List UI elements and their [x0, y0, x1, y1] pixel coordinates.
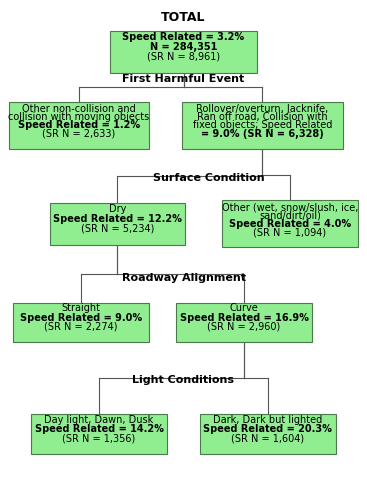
FancyBboxPatch shape: [176, 303, 312, 342]
FancyBboxPatch shape: [182, 102, 343, 149]
Text: Straight: Straight: [61, 304, 100, 313]
Text: (SR N = 5,234): (SR N = 5,234): [81, 224, 154, 234]
FancyBboxPatch shape: [110, 31, 257, 72]
Text: Day light, Dawn, Dusk: Day light, Dawn, Dusk: [44, 415, 154, 425]
Text: sand/dirt/oil): sand/dirt/oil): [259, 211, 321, 221]
Text: TOTAL: TOTAL: [161, 11, 206, 24]
Text: Rollover/overturn, Jacknife,: Rollover/overturn, Jacknife,: [196, 104, 328, 114]
Text: Speed Related = 16.9%: Speed Related = 16.9%: [179, 313, 309, 323]
Text: Ran off road, Collision with: Ran off road, Collision with: [197, 112, 328, 123]
Text: Other (wet, snow/slush, ice,: Other (wet, snow/slush, ice,: [222, 203, 358, 213]
FancyBboxPatch shape: [31, 414, 167, 454]
Text: Speed Related = 14.2%: Speed Related = 14.2%: [34, 425, 164, 434]
Text: Speed Related = 12.2%: Speed Related = 12.2%: [53, 214, 182, 224]
FancyBboxPatch shape: [50, 203, 185, 245]
Text: (SR N = 8,961): (SR N = 8,961): [147, 52, 220, 62]
Text: (SR N = 1,604): (SR N = 1,604): [231, 433, 305, 443]
Text: Speed Related = 3.2%: Speed Related = 3.2%: [123, 32, 244, 42]
FancyBboxPatch shape: [13, 303, 149, 342]
Text: Roadway Alignment: Roadway Alignment: [121, 273, 246, 283]
Text: Dark, Dark but lighted: Dark, Dark but lighted: [213, 415, 323, 425]
FancyBboxPatch shape: [9, 102, 149, 149]
Text: Other non-collision and: Other non-collision and: [22, 104, 136, 114]
Text: fixed objects; Speed Related: fixed objects; Speed Related: [193, 121, 332, 130]
FancyBboxPatch shape: [200, 414, 336, 454]
Text: (SR N = 2,274): (SR N = 2,274): [44, 322, 117, 332]
Text: Speed Related = 4.0%: Speed Related = 4.0%: [229, 219, 351, 229]
Text: (SR N = 1,356): (SR N = 1,356): [62, 433, 136, 443]
Text: (SR N = 2,960): (SR N = 2,960): [207, 322, 281, 332]
FancyBboxPatch shape: [222, 201, 358, 247]
Text: (SR N = 1,094): (SR N = 1,094): [253, 227, 327, 237]
Text: Speed Related = 1.2%: Speed Related = 1.2%: [18, 121, 140, 130]
Text: Dry: Dry: [109, 204, 126, 214]
Text: First Harmful Event: First Harmful Event: [122, 74, 245, 84]
Text: Curve: Curve: [230, 304, 258, 313]
Text: Speed Related = 9.0%: Speed Related = 9.0%: [20, 313, 142, 323]
Text: (SR N = 2,633): (SR N = 2,633): [42, 128, 116, 139]
Text: Light Conditions: Light Conditions: [132, 375, 235, 385]
Text: Speed Related = 20.3%: Speed Related = 20.3%: [203, 425, 333, 434]
Text: Surface Condition: Surface Condition: [153, 173, 265, 183]
Text: = 9.0% (SR N = 6,328): = 9.0% (SR N = 6,328): [201, 128, 324, 139]
Text: N = 284,351: N = 284,351: [150, 42, 217, 52]
Text: collision with moving objects: collision with moving objects: [8, 112, 149, 123]
